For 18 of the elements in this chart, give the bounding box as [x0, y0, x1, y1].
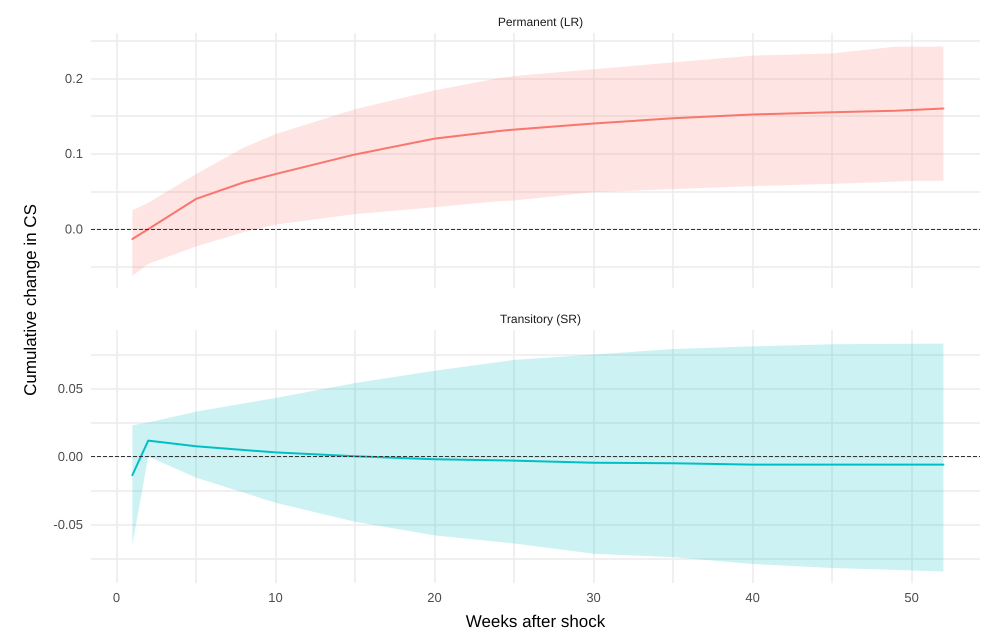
chart-title: Transitory (SR): [500, 312, 581, 326]
x-tick-label: 40: [745, 590, 760, 605]
x-tick-label: 0: [112, 590, 120, 605]
y-tick-label: -0.05: [53, 517, 83, 532]
chart-title: Permanent (LR): [498, 15, 584, 29]
line-series: [131, 440, 944, 476]
x-tick-label: 30: [586, 590, 601, 605]
x-axis-title: Weeks after shock: [466, 612, 606, 631]
y-axis-title: Cumulative change in CS: [21, 204, 41, 396]
x-tick-label: 20: [427, 590, 442, 605]
y-tick-label: 0.05: [58, 380, 83, 396]
y-tick-label: 0.2: [64, 70, 83, 86]
y-tick-label: 0.1: [64, 146, 83, 162]
line-series: [131, 107, 944, 240]
y-tick-label: 0.0: [64, 222, 83, 237]
y-tick-label: 0.00: [58, 449, 83, 464]
x-tick-label: 10: [268, 590, 283, 605]
x-tick-label: 50: [904, 590, 919, 605]
